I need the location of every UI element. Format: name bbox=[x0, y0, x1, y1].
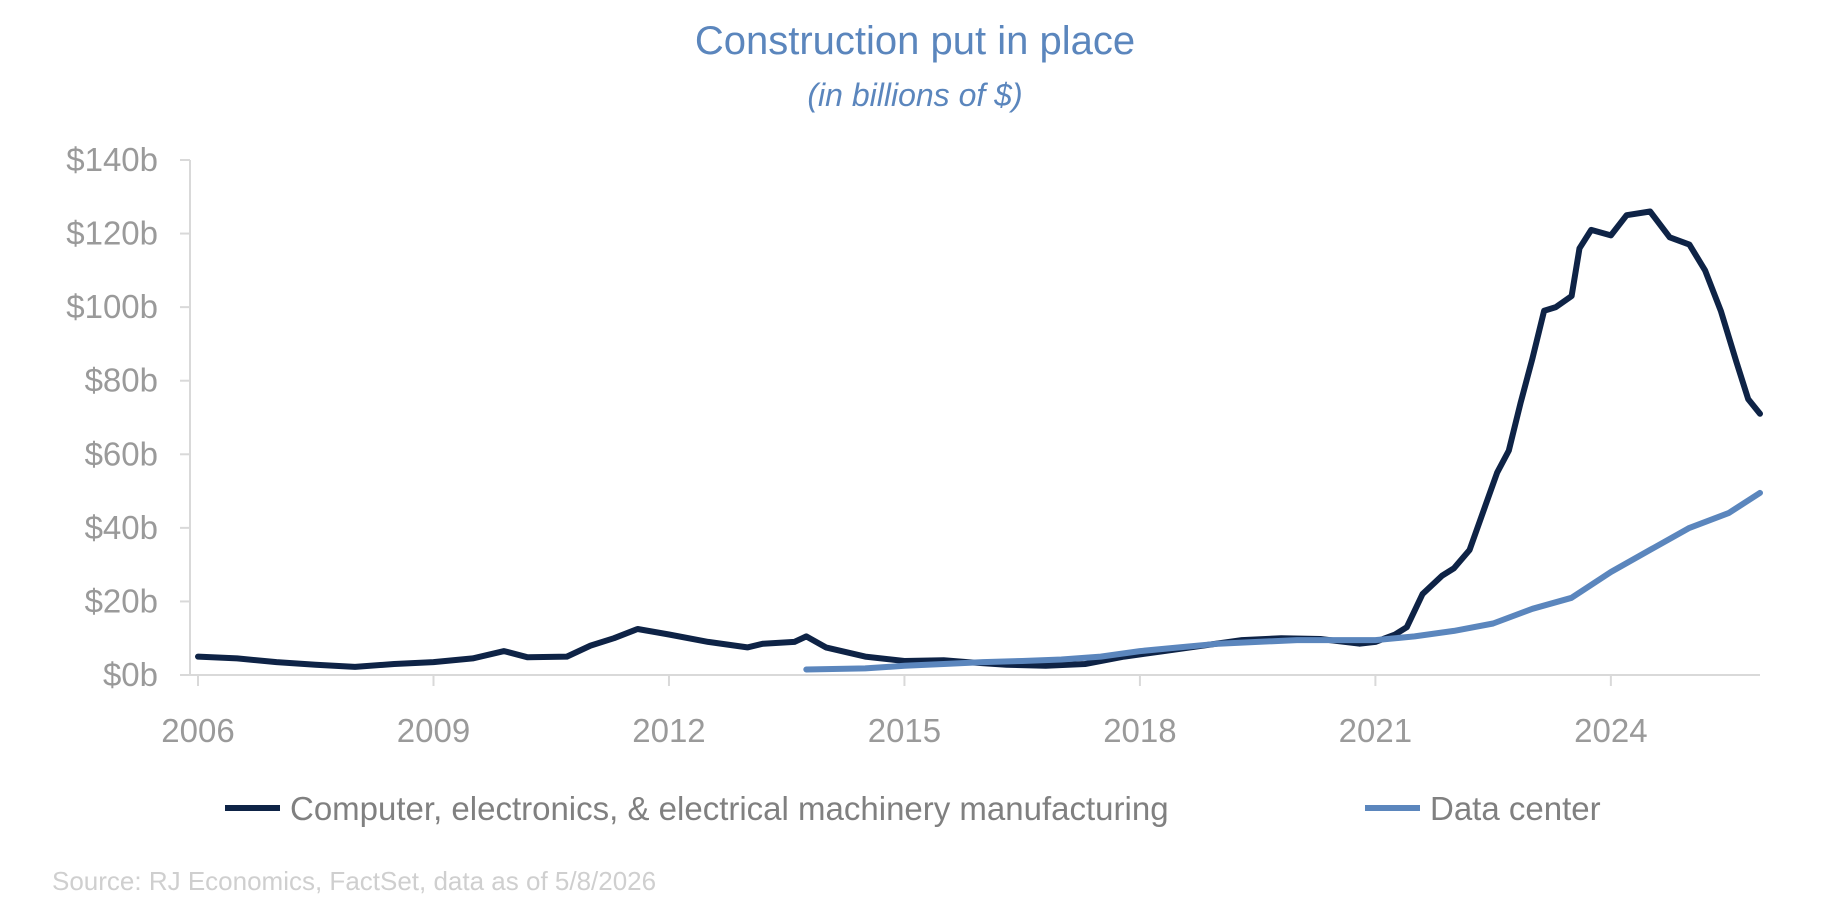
x-tick-label: 2009 bbox=[397, 712, 470, 749]
x-tick-label: 2021 bbox=[1339, 712, 1412, 749]
y-tick-label: $60b bbox=[85, 435, 158, 472]
y-tick-label: $40b bbox=[85, 509, 158, 546]
source-note: Source: RJ Economics, FactSet, data as o… bbox=[52, 866, 656, 896]
legend-label-manufacturing: Computer, electronics, & electrical mach… bbox=[290, 790, 1169, 827]
y-axis-ticks: $0b $20b $40b $60b $80b $100b $120b $140b bbox=[66, 141, 190, 693]
x-tick-label: 2006 bbox=[161, 712, 234, 749]
x-tick-label: 2018 bbox=[1103, 712, 1176, 749]
series-line-manufacturing bbox=[195, 208, 1763, 670]
x-tick-label: 2015 bbox=[868, 712, 941, 749]
x-tick-label: 2024 bbox=[1574, 712, 1647, 749]
y-tick-label: $120b bbox=[66, 215, 158, 252]
y-tick-label: $0b bbox=[103, 656, 158, 693]
x-axis-ticks: 2006 2009 2012 2015 2018 2021 2024 bbox=[161, 675, 1648, 749]
y-tick-label: $140b bbox=[66, 141, 158, 178]
chart-subtitle: (in billions of $) bbox=[807, 77, 1022, 113]
chart-title: Construction put in place bbox=[695, 19, 1135, 63]
legend-label-data-center: Data center bbox=[1430, 790, 1601, 827]
series-lines bbox=[195, 208, 1763, 673]
x-tick-label: 2012 bbox=[632, 712, 705, 749]
y-tick-label: $100b bbox=[66, 288, 158, 325]
legend: Computer, electronics, & electrical mach… bbox=[225, 790, 1601, 827]
y-tick-label: $20b bbox=[85, 582, 158, 619]
y-tick-label: $80b bbox=[85, 362, 158, 399]
series-line-data-center bbox=[803, 489, 1763, 673]
